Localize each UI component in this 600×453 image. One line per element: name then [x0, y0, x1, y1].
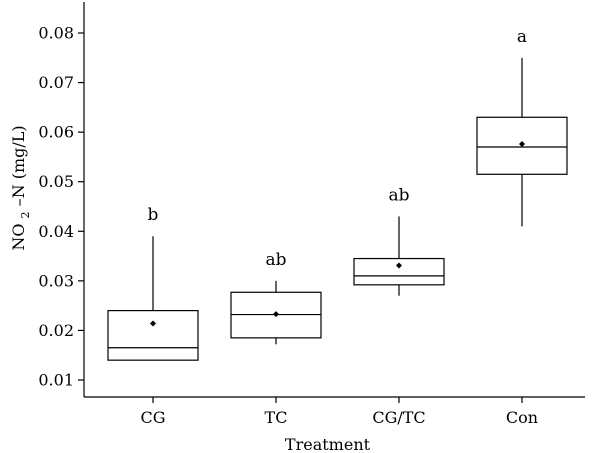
x-tick-label: CG	[140, 408, 165, 427]
x-tick-label: TC	[265, 408, 288, 427]
y-tick-label: 0.08	[38, 24, 74, 43]
box-tc: ab	[230, 250, 322, 345]
significance-label: a	[517, 27, 527, 47]
y-axis-title-rest: –N (mg/L)	[9, 125, 28, 206]
x-axis: CG TC CG/TC Con	[84, 396, 585, 427]
y-tick-label: 0.03	[38, 271, 74, 290]
y-tick-label: 0.05	[38, 172, 74, 191]
y-axis-title-main: NO	[9, 224, 28, 251]
significance-label: b	[148, 205, 159, 225]
box-cg: b	[107, 205, 199, 361]
box-cg-tc: ab	[353, 185, 445, 296]
significance-label: ab	[388, 185, 409, 205]
mean-marker	[273, 311, 279, 318]
significance-label: ab	[265, 250, 286, 270]
y-axis-title: NO 2 –N (mg/L)	[9, 125, 33, 250]
x-tick-label: CG/TC	[372, 408, 425, 427]
mean-marker	[150, 320, 156, 327]
y-tick-label: 0.04	[38, 222, 74, 241]
mean-marker	[396, 262, 402, 269]
y-axis-title-subscript: 2	[19, 211, 32, 218]
iqr-box	[107, 310, 199, 361]
y-axis: 0.01 0.02 0.03 0.04 0.05 0.06 0.07 0.08	[38, 2, 85, 397]
y-tick-label: 0.01	[38, 371, 74, 390]
mean-marker	[519, 141, 525, 148]
y-tick-label: 0.02	[38, 321, 74, 340]
boxes-group: b ab ab a	[107, 27, 568, 361]
y-tick-label: 0.07	[38, 73, 74, 92]
x-tick-label: Con	[506, 408, 538, 427]
box-con: a	[476, 27, 568, 227]
x-axis-title: Treatment	[285, 435, 371, 453]
y-tick-label: 0.06	[38, 123, 74, 142]
